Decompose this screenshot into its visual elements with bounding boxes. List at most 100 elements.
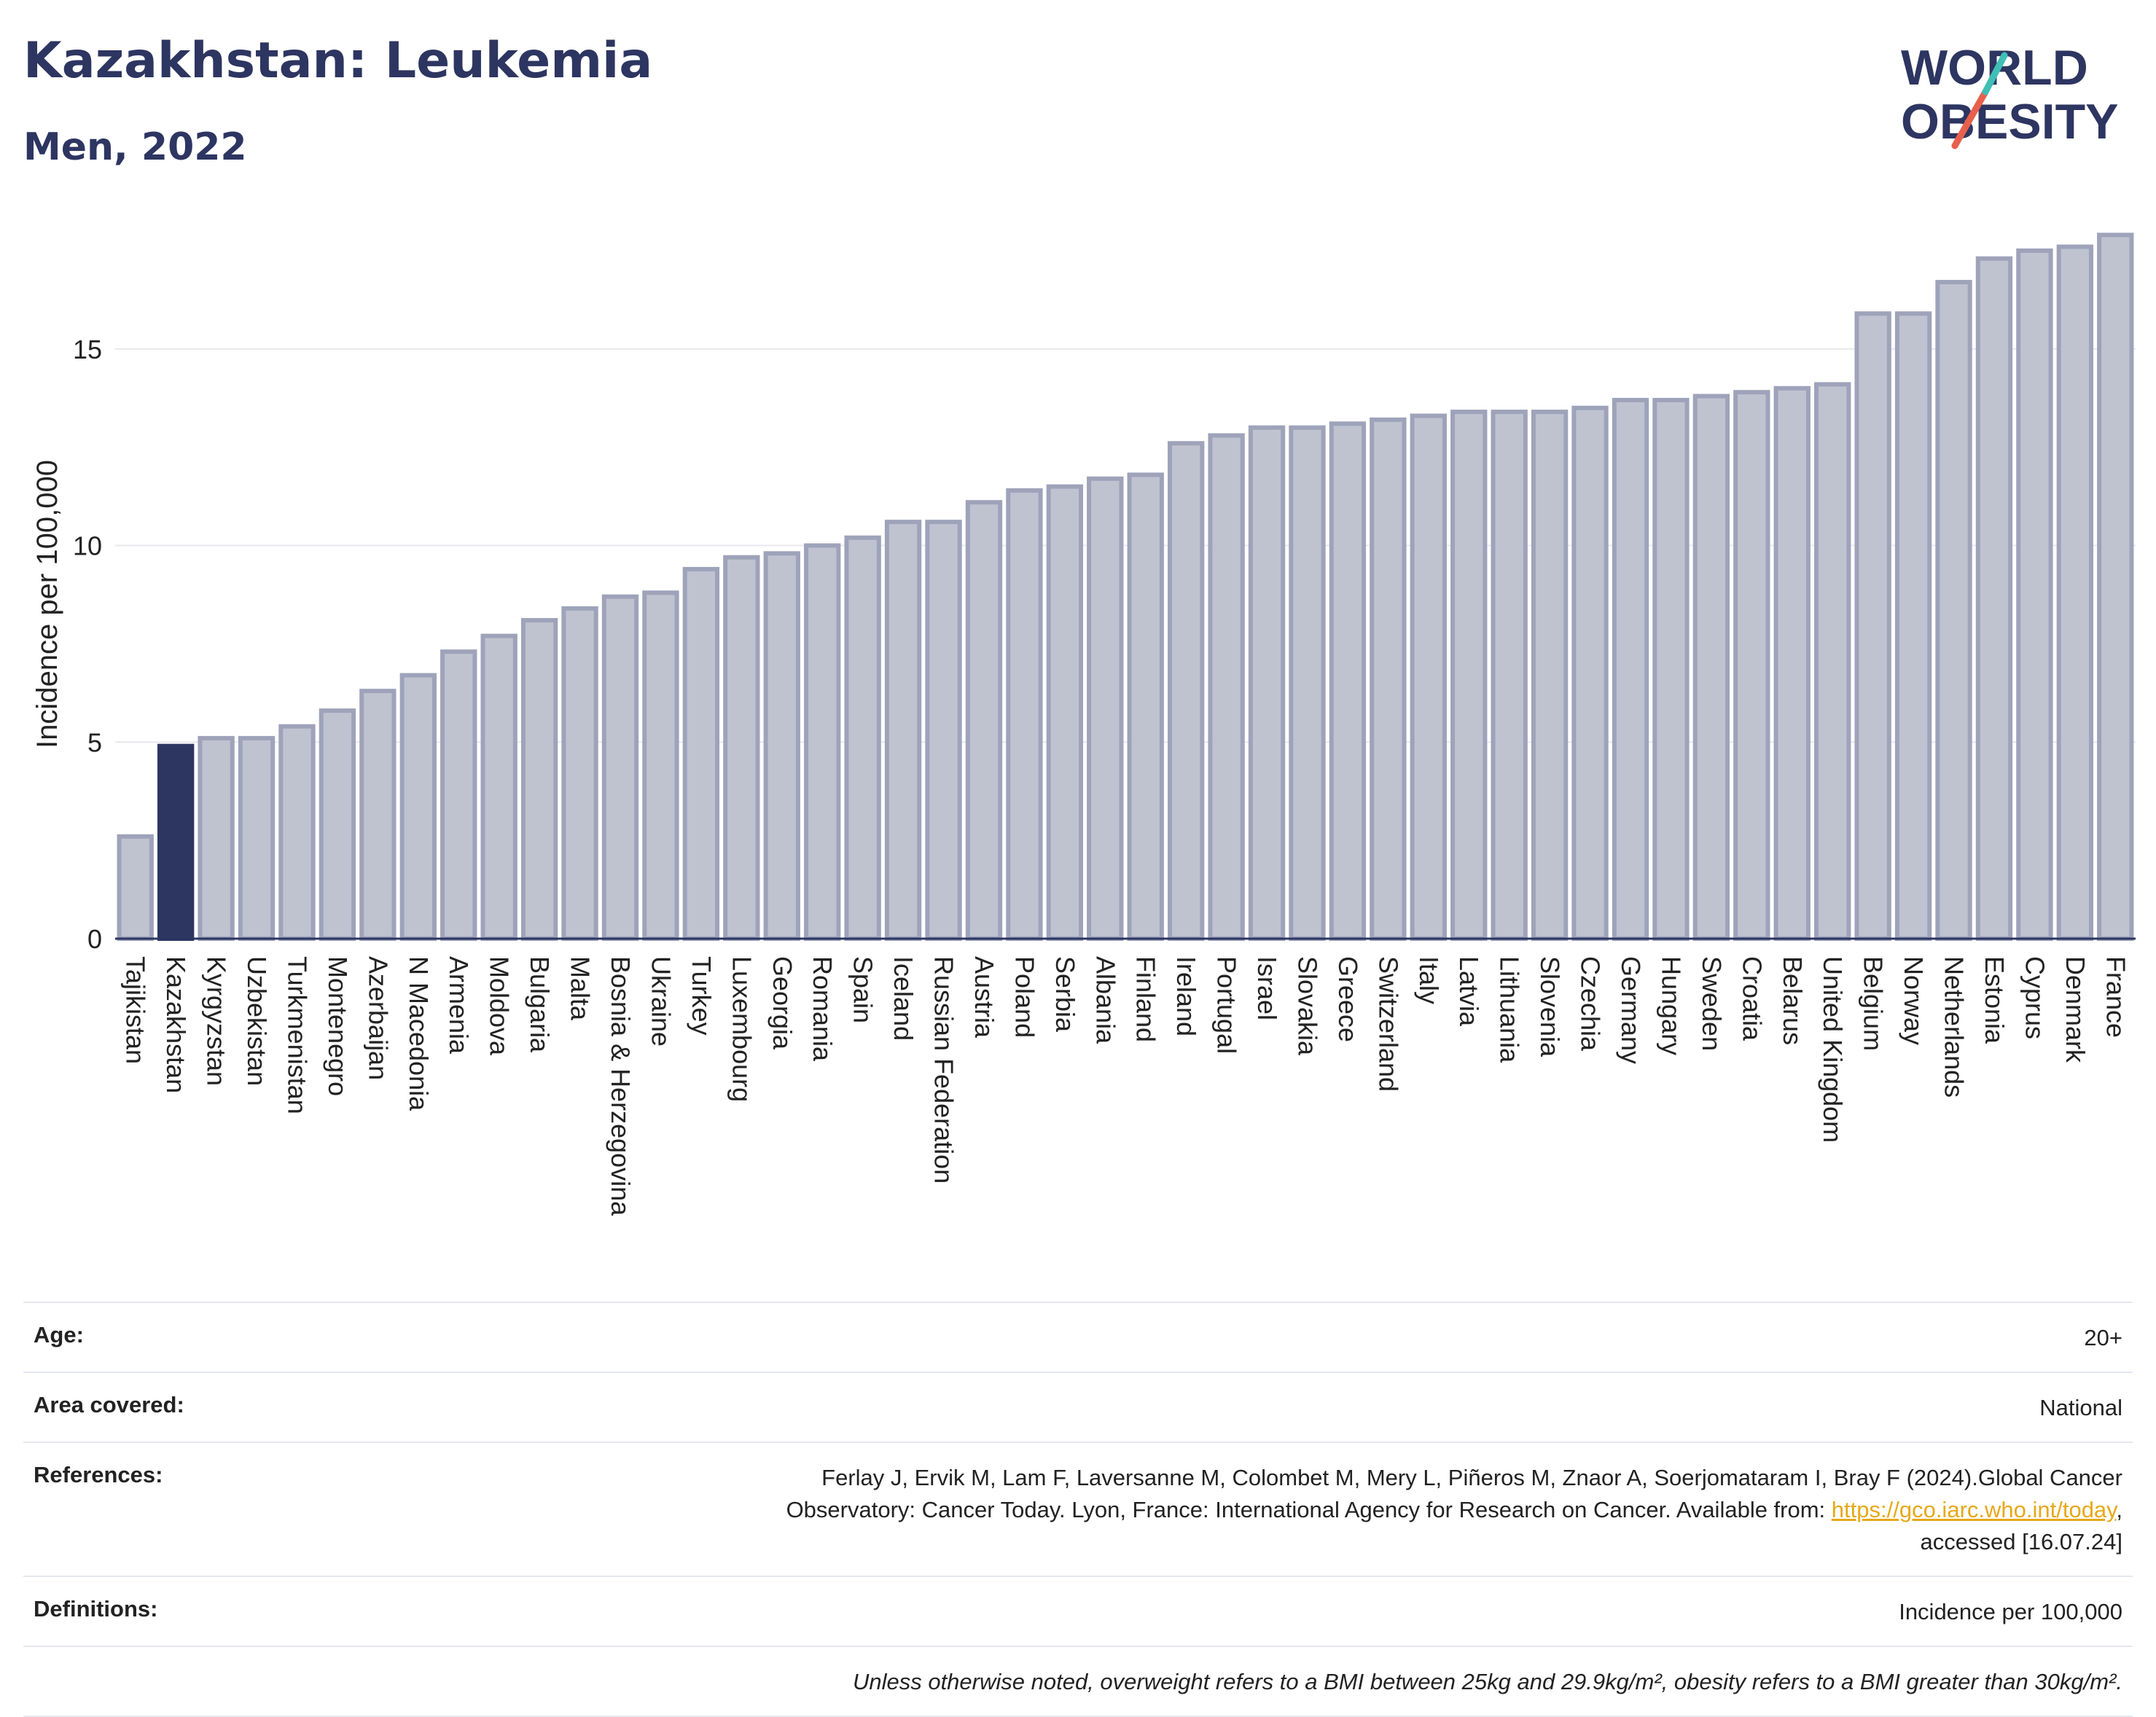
x-tick-label: Tajikistan: [121, 956, 151, 1064]
bar: [520, 618, 558, 941]
bar: [1894, 311, 1932, 941]
bar: [2097, 232, 2134, 941]
bars: [117, 232, 2134, 942]
bar: [763, 551, 800, 941]
x-tick-label: Slovakia: [1292, 956, 1322, 1056]
x-tick-label: Lithuania: [1495, 956, 1525, 1063]
bar: [1410, 413, 1447, 941]
references-link[interactable]: https://gco.iarc.who.int/today: [1831, 1497, 2117, 1522]
x-tick-label: Poland: [1009, 956, 1039, 1038]
bar: [1046, 484, 1084, 941]
logo-line2: OBESITY: [1901, 94, 2119, 149]
bar: [561, 606, 598, 941]
x-tick-label: Romania: [808, 956, 837, 1062]
bar: [1854, 311, 1891, 941]
logo-slash-red: [1951, 88, 1989, 149]
x-tick-label: Belarus: [1778, 956, 1808, 1045]
definitions-label: Definitions:: [34, 1596, 158, 1622]
references-text-2: Observatory: Cancer Today. Lyon, France:…: [786, 1497, 1832, 1522]
bar: [440, 649, 477, 941]
bar: [198, 735, 235, 941]
bar: [642, 590, 679, 942]
bar: [1814, 382, 1851, 941]
x-tick-label: Serbia: [1050, 956, 1080, 1033]
x-tick-label: Greece: [1333, 956, 1363, 1042]
bar: [723, 555, 760, 941]
y-axis-label: Incidence per 100,000: [31, 460, 63, 748]
references-label: References:: [34, 1462, 163, 1487]
bar: [1087, 476, 1124, 941]
x-tick-label: Estonia: [1980, 956, 2009, 1044]
metadata-table: Age: 20+ Area covered: National Referenc…: [23, 1302, 2133, 1717]
y-tick-label: 0: [87, 924, 102, 954]
y-tick-label: 10: [73, 531, 102, 561]
y-tick-label: 5: [87, 727, 102, 757]
x-tick-label: Kyrgyzstan: [202, 956, 232, 1086]
bar: [2016, 248, 2053, 942]
x-tick-label: Uzbekistan: [242, 956, 272, 1086]
x-tick-label: Finland: [1131, 956, 1161, 1042]
x-tick-label: Croatia: [1737, 956, 1767, 1041]
bar: [1491, 410, 1528, 941]
bar: [2056, 244, 2094, 942]
area-value: National: [2039, 1395, 2122, 1420]
bar: [399, 673, 437, 941]
chart-subtitle: Men, 2022: [23, 125, 247, 169]
bar: [1006, 488, 1043, 941]
x-tick-label: Iceland: [888, 956, 918, 1041]
x-tick-label: Albania: [1090, 956, 1120, 1044]
age-label: Age:: [34, 1322, 84, 1348]
bar: [1652, 397, 1690, 941]
bmi-note: Unless otherwise noted, overweight refer…: [852, 1669, 2122, 1694]
bar-chart: 0 5 10 15 Tajikistan Kazakhstan Kyrgyzstan Uzb…: [31, 232, 2136, 1216]
logo-slash-teal: [1982, 52, 2008, 95]
x-tick-label: Cyprus: [2020, 956, 2050, 1039]
bar: [804, 543, 841, 941]
x-tick-label: Israel: [1252, 956, 1282, 1020]
bar: [1167, 441, 1205, 941]
x-tick-label: Ireland: [1171, 956, 1201, 1036]
x-tick-label: Russian Federation: [929, 956, 959, 1184]
x-tick-label: Ukraine: [646, 956, 676, 1047]
references-value: Ferlay J, Ervik M, Lam F, Laversanne M, …: [786, 1465, 2122, 1554]
x-tick-label: Kazakhstan: [161, 956, 191, 1093]
bar: [359, 689, 397, 942]
x-tick-label: Georgia: [768, 956, 797, 1050]
bar: [319, 708, 356, 941]
bar: [682, 566, 720, 941]
bar: [1531, 410, 1569, 941]
y-tick-labels: 0 5 10 15: [73, 335, 102, 954]
bar: [480, 633, 517, 941]
x-tick-label: Germany: [1616, 956, 1646, 1064]
x-tick-label: Armenia: [444, 956, 474, 1055]
bar: [601, 594, 639, 942]
x-tick-label: Italy: [1414, 956, 1444, 1004]
meta-row-note: Unless otherwise noted, overweight refer…: [23, 1646, 2133, 1717]
age-value: 20+: [2084, 1325, 2122, 1350]
bar: [1571, 405, 1609, 941]
area-label: Area covered:: [34, 1392, 184, 1417]
x-tick-label: Montenegro: [323, 956, 353, 1096]
bar: [1733, 390, 1770, 941]
chart-title: Kazakhstan: Leukemia: [23, 32, 653, 90]
x-tick-label: Switzerland: [1373, 956, 1403, 1092]
bar: [1692, 394, 1730, 941]
bar: [278, 724, 316, 941]
x-tick-label: Latvia: [1454, 956, 1484, 1027]
bar: [157, 743, 195, 941]
bar: [1127, 472, 1164, 941]
meta-row-definitions: Definitions: Incidence per 100,000: [23, 1576, 2133, 1646]
bar: [1612, 397, 1649, 941]
x-tick-label: Norway: [1899, 956, 1929, 1045]
bar: [925, 520, 962, 941]
bar: [117, 834, 154, 942]
x-tick-label: Denmark: [2061, 956, 2090, 1063]
bar: [1935, 280, 1972, 941]
references-text-1: Ferlay J, Ervik M, Lam F, Laversanne M, …: [821, 1465, 2122, 1490]
bar: [1370, 417, 1407, 941]
meta-row-references: References: Ferlay J, Ervik M, Lam F, La…: [23, 1442, 2133, 1576]
x-tick-label: Hungary: [1656, 956, 1686, 1055]
x-tick-label: Spain: [848, 956, 878, 1023]
x-tick-label: France: [2101, 956, 2130, 1038]
x-tick-label: Netherlands: [1940, 956, 1969, 1098]
